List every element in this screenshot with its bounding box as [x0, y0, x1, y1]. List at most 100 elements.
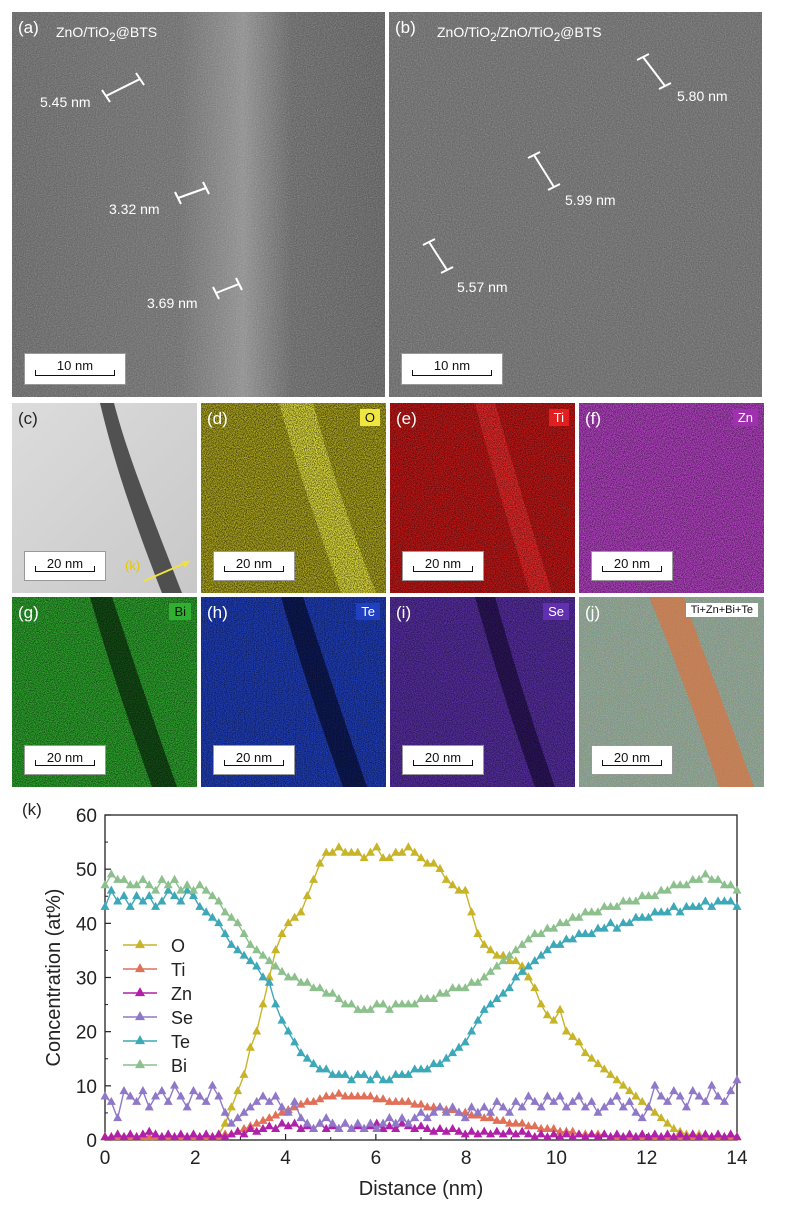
hrtem-image-b [389, 12, 762, 397]
series-o-point [441, 874, 451, 883]
series-ti-point [144, 1132, 154, 1141]
series-se-point [302, 1118, 312, 1127]
series-ti-point [403, 1096, 413, 1105]
series-zn-point [138, 1129, 148, 1138]
series-zn-point [195, 1132, 205, 1141]
series-bi-point [606, 901, 616, 910]
series-te-point [226, 939, 236, 948]
series-bi-point [214, 896, 224, 905]
scale-bar-a-label: 10 nm [56, 358, 94, 373]
element-badge-bi: Bi [169, 603, 191, 620]
series-se-point [568, 1096, 578, 1105]
series-o-point [467, 907, 477, 916]
series-zn-point [214, 1129, 224, 1138]
series-te-point [214, 918, 224, 927]
title-b-part: ZnO/TiO [437, 24, 491, 40]
series-ti-point [397, 1096, 407, 1105]
series-te-point [460, 1037, 470, 1046]
hrtem-panel-b: (b) ZnO/TiO2/ZnO/TiO2@BTS 5.80 nm 5.99 n… [389, 12, 762, 397]
series-o-point [511, 955, 521, 965]
series-se-point [397, 1113, 407, 1122]
eds-map-panel-j: (j) Ti+Zn+Bi+Te 20 nm [579, 597, 764, 787]
series-o-point [637, 1096, 647, 1105]
series-bi-point [125, 880, 135, 889]
series-te-point [309, 1058, 319, 1068]
series-ti-point [511, 1118, 521, 1127]
series-ti-point [264, 1113, 274, 1122]
series-se-point [561, 1102, 571, 1111]
legend-ti-label: Ti [171, 960, 185, 980]
series-ti-point [492, 1115, 502, 1124]
series-ti-point [328, 1091, 338, 1100]
series-o-point [460, 885, 470, 894]
series-te-point [504, 983, 514, 992]
series-zn-point [473, 1129, 483, 1138]
series-ti-point [384, 1096, 394, 1105]
series-te-point [397, 1069, 407, 1078]
legend-te-label: Te [171, 1032, 190, 1052]
series-se-point [662, 1096, 672, 1105]
series-te-point [454, 1042, 464, 1051]
series-zn-point [568, 1132, 578, 1141]
series-o-point [429, 858, 439, 867]
series-zn-point [530, 1132, 540, 1141]
series-bi-point [574, 912, 584, 921]
series-bi-point [207, 890, 217, 900]
series-te-point [422, 1064, 432, 1073]
series-se-point [353, 1118, 363, 1127]
series-se-point [542, 1091, 552, 1100]
series-zn [100, 1118, 742, 1141]
series-o-point [220, 1118, 230, 1127]
series-se-point [119, 1085, 129, 1095]
panel-f-label: (f) [585, 409, 602, 428]
series-te-point [384, 1075, 394, 1084]
series-bi-point [467, 977, 477, 986]
series-zn-point [467, 1126, 477, 1135]
series-zn-point [460, 1129, 470, 1138]
series-te-point [473, 1015, 483, 1024]
x-tick-label: 6 [371, 1148, 382, 1169]
series-te-point [656, 907, 666, 916]
series-bi-point [106, 869, 116, 878]
series-se-point [555, 1091, 565, 1100]
series-bi-point [271, 961, 281, 970]
series-ti-point [365, 1091, 375, 1100]
series-te-point [517, 966, 527, 975]
series-o-point [599, 1064, 609, 1073]
series-bi-point [612, 901, 622, 910]
series-bi-point [309, 983, 319, 992]
series-te-point [511, 972, 521, 981]
scale-bar-a: 10 nm [24, 353, 126, 385]
eds-map-panel-i: (i) Se 20 nm [390, 597, 575, 787]
series-bi-point [119, 874, 129, 883]
series-bi-point [681, 880, 691, 889]
series-ti-point [340, 1091, 350, 1100]
series-se-point [258, 1091, 268, 1100]
series-se-point [580, 1102, 590, 1111]
series-ti-point [498, 1115, 508, 1124]
series-ti-point [504, 1118, 514, 1127]
series-bi-point [486, 966, 496, 975]
series-se-point [321, 1113, 331, 1122]
series-se [100, 1075, 742, 1133]
series-ti-point [536, 1123, 546, 1133]
series-te-point [283, 1026, 293, 1035]
series-se-point [245, 1102, 255, 1111]
series-zn-point [662, 1129, 672, 1138]
series-se-point [574, 1091, 584, 1100]
series-te-point [188, 890, 198, 900]
series-bi-point [694, 874, 704, 883]
series-se-point [132, 1096, 142, 1105]
x-tick-label: 4 [280, 1148, 291, 1169]
series-bi-point [283, 972, 293, 981]
series-se-point [726, 1085, 736, 1095]
series-o-point [264, 972, 274, 981]
series-ti-point [467, 1110, 477, 1119]
series-zn-point [201, 1129, 211, 1138]
series-o-point [391, 847, 401, 856]
series-bi-point [542, 923, 552, 932]
series-o-point [568, 1031, 578, 1040]
series-zn-point [372, 1118, 382, 1127]
series-zn-point [283, 1121, 293, 1130]
series-te-point [669, 901, 679, 910]
